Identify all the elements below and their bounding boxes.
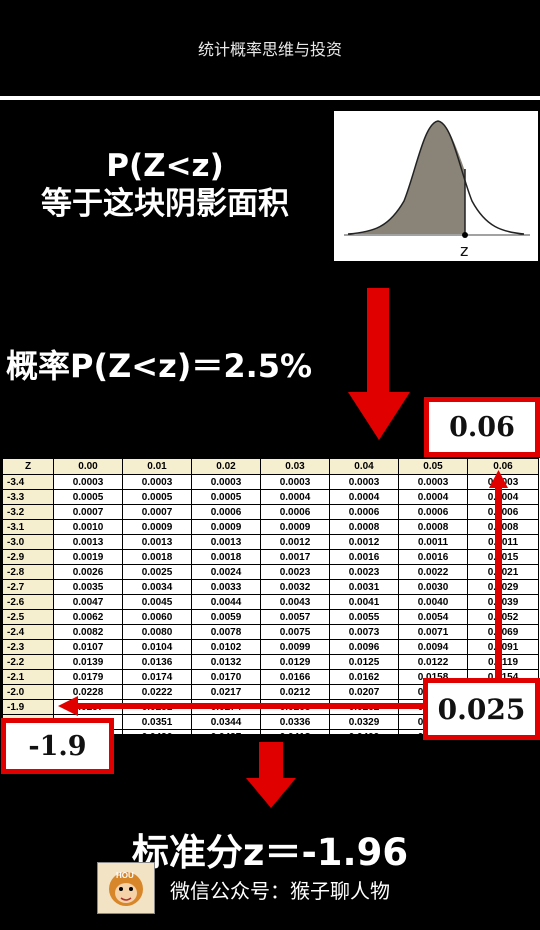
table-row: -3.0 0.0013 0.0013 0.0013 0.0012 0.0012 0.0011…	[2, 534, 539, 550]
vertical-arrow-shaft	[495, 486, 502, 718]
table-row: -2.8 0.0026 0.0025 0.0024 0.0023 0.0023 0.0022…	[2, 564, 539, 580]
table-header-row: Z 0.00 0.01 0.02 0.03 0.04 0.05 0.06	[2, 458, 539, 475]
table-row: -2.6 0.0047 0.0045 0.0044 0.0043 0.0041 0.0040…	[2, 594, 539, 610]
z-value-cell: -2.2	[2, 654, 54, 670]
intro-line-2: 等于这块阴影面积	[41, 186, 289, 222]
z-value-cell: -1.9	[2, 699, 54, 715]
intro-headline: P(Z<z) 等于这块阴影面积	[5, 147, 325, 223]
table-row: -3.2 0.0007 0.0007 0.0006 0.0006 0.0006 0.0006…	[2, 504, 539, 520]
logo-text: HOU	[116, 871, 134, 880]
table-row: -2.5 0.0062 0.0060 0.0059 0.0057 0.0055 0.0054…	[2, 609, 539, 625]
z-value-cell: -3.4	[2, 474, 54, 490]
normal-curve-figure: z	[334, 111, 538, 261]
probability-statement: 概率P(Z<z)＝2.5%	[6, 347, 313, 385]
z-value-cell: -2.8	[2, 564, 54, 580]
probability-callout: 0.025	[423, 678, 540, 740]
horizontal-arrow-shaft	[72, 703, 432, 709]
page-title: 统计概率思维与投资	[197, 40, 342, 59]
shaded-area	[348, 121, 465, 234]
down-arrow-small-icon	[246, 742, 296, 808]
z-value-cell: -2.5	[2, 609, 54, 625]
z-value-cell: -3.3	[2, 489, 54, 505]
column-header: 0.06	[467, 458, 539, 475]
z-value-cell: -2.9	[2, 549, 54, 565]
z-label: z	[460, 241, 468, 260]
z-value-cell: -2.1	[2, 669, 54, 685]
column-header: 0.05	[398, 458, 468, 475]
z-value-cell: -3.1	[2, 519, 54, 535]
row-callout: -1.9	[1, 718, 114, 774]
column-header: 0.02	[191, 458, 261, 475]
column-header: 0.03	[260, 458, 330, 475]
normal-curve-svg: z	[344, 120, 530, 260]
result-text: 标准分z＝-1.96	[131, 831, 409, 874]
down-arrow-icon	[348, 288, 410, 440]
curve-line	[347, 120, 525, 235]
intro-line-1: P(Z<z)	[106, 148, 224, 184]
table-row: -2.3 0.0107 0.0104 0.0102 0.0099 0.0096 0.0094…	[2, 639, 539, 655]
header-divider	[0, 96, 540, 100]
table-row: -2.4 0.0082 0.0080 0.0078 0.0075 0.0073 0.0071…	[2, 624, 539, 640]
avatar: HOU	[97, 862, 155, 914]
z-value-cell: -2.4	[2, 624, 54, 640]
column-callout: 0.06	[424, 397, 540, 457]
z-point	[462, 232, 468, 238]
z-table: Z 0.00 0.01 0.02 0.03 0.04 0.05 0.06 -3.4 0.0003…	[2, 458, 539, 734]
wechat-account-label: 微信公众号：猴子聊人物	[170, 879, 390, 903]
z-value-cell: -2.6	[2, 594, 54, 610]
up-arrow-icon	[489, 470, 508, 488]
left-arrow-icon	[58, 696, 78, 716]
z-value-cell: -3.0	[2, 534, 54, 550]
z-table-container: Z 0.00 0.01 0.02 0.03 0.04 0.05 0.06 -3.4 0.0003…	[2, 458, 540, 734]
table-row: -3.1 0.0010 0.0009 0.0009 0.0009 0.0008 0.0008…	[2, 519, 539, 535]
table-arrows	[58, 470, 508, 718]
monkey-logo-icon: HOU	[109, 871, 143, 906]
